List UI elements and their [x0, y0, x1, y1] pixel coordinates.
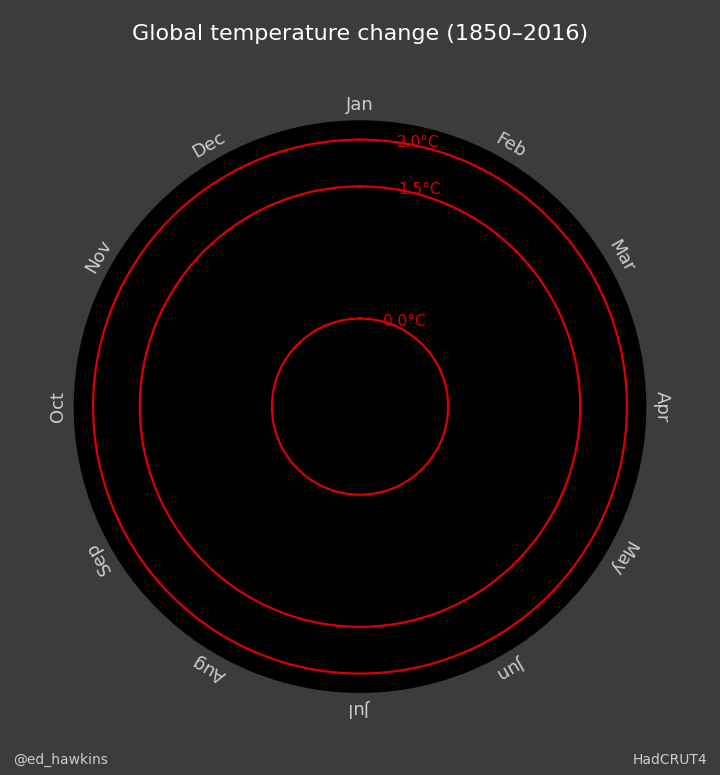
Text: Feb: Feb	[492, 129, 529, 161]
Text: Apr: Apr	[652, 391, 670, 422]
Text: 1.5°C: 1.5°C	[398, 182, 441, 197]
Text: Nov: Nov	[82, 236, 115, 275]
Text: HadCRUT4: HadCRUT4	[632, 753, 707, 767]
Text: Jun: Jun	[494, 653, 528, 683]
Text: May: May	[604, 537, 639, 578]
Text: 0.0°C: 0.0°C	[383, 314, 426, 329]
Text: @ed_hawkins: @ed_hawkins	[13, 753, 108, 767]
Title: Global temperature change (1850–2016): Global temperature change (1850–2016)	[132, 24, 588, 44]
Text: Jul: Jul	[349, 699, 371, 718]
Text: Sep: Sep	[83, 538, 115, 577]
Circle shape	[74, 121, 646, 692]
Text: Mar: Mar	[605, 236, 637, 275]
Text: 2.0°C: 2.0°C	[397, 135, 440, 150]
Text: Dec: Dec	[189, 129, 229, 162]
Text: Aug: Aug	[189, 651, 229, 684]
Text: Jan: Jan	[346, 96, 374, 114]
Text: Oct: Oct	[50, 391, 68, 422]
